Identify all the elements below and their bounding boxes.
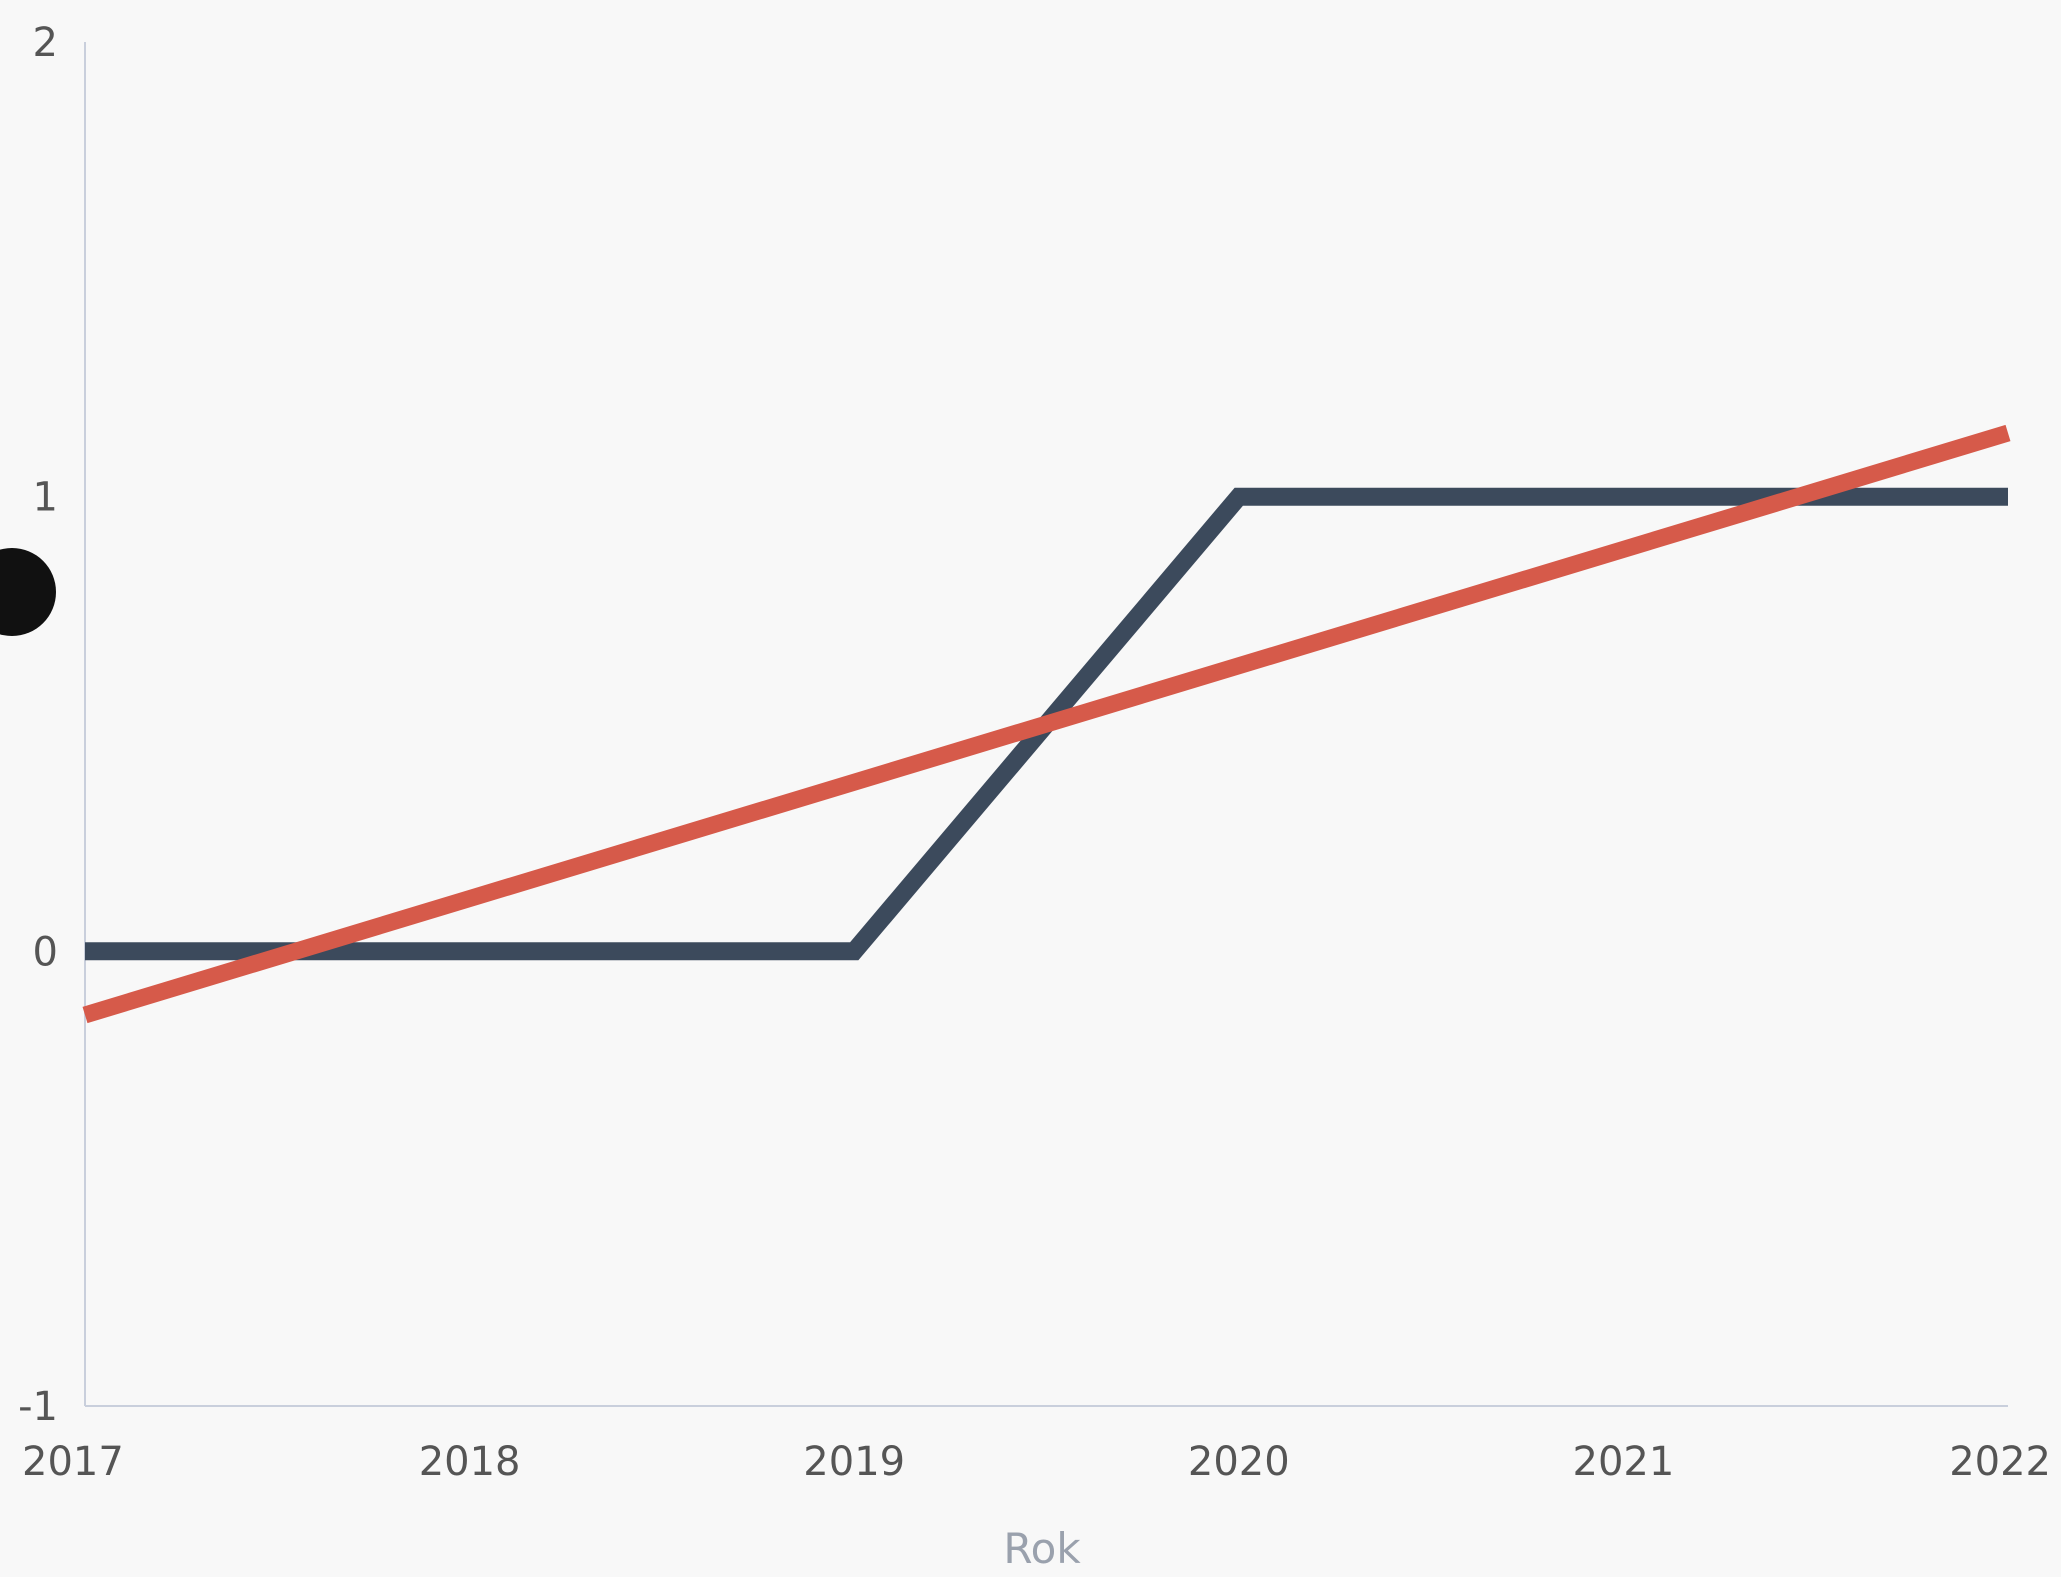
x-axis-title: Rok [1003,1524,1081,1573]
edge-marker-dot [0,548,56,636]
axes [84,42,2008,1407]
y-tick-label: 0 [33,929,58,975]
x-tick-label: 2017 [22,1439,124,1485]
labels-layer: 2 1 0 -1 2017 2018 2019 2020 2021 2022 [0,20,2051,1485]
x-tick-label: 2021 [1573,1439,1675,1485]
x-tick-label: 2020 [1188,1439,1290,1485]
x-tick-label: 2019 [803,1439,905,1485]
y-tick-label: -1 [18,1384,58,1430]
y-tick-label: 2 [33,20,58,66]
y-tick-label: 1 [33,475,58,521]
series-layer [82,424,2011,1024]
x-tick-label: 2022 [1949,1439,2051,1485]
series-line-trend [82,424,2011,1024]
x-tick-label: 2018 [419,1439,521,1485]
